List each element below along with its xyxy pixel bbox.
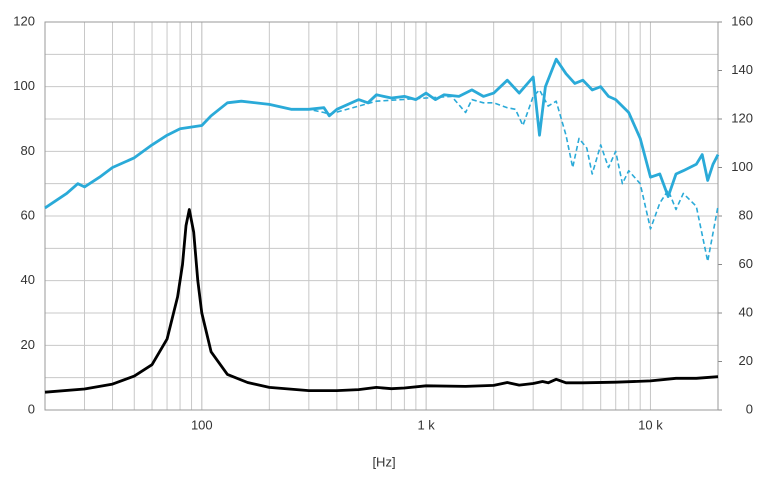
y2-tick-label: 60	[739, 256, 753, 271]
y-tick-label: 120	[13, 13, 35, 28]
series-line	[44, 89, 719, 263]
y2-tick-label: 20	[739, 353, 753, 368]
y-tick-label: 60	[21, 207, 35, 222]
y-tick-label: 40	[21, 272, 35, 287]
series-line	[44, 208, 719, 394]
y2-tick-label: 0	[746, 401, 753, 416]
y2-tick-label: 120	[731, 110, 753, 125]
y2-tick-label: 80	[739, 207, 753, 222]
series-line	[44, 57, 720, 210]
y-tick-label: 80	[21, 143, 35, 158]
y2-tick-label: 100	[731, 159, 753, 174]
x-tick-label: 1 k	[417, 417, 435, 432]
y-tick-label: 20	[21, 337, 35, 352]
plot-frame	[44, 21, 719, 411]
y2-tick-label: 160	[731, 13, 753, 28]
x-axis-label: [Hz]	[372, 454, 395, 469]
y-tick-label: 100	[13, 78, 35, 93]
x-tick-label: 100	[191, 417, 213, 432]
y2-tick-label: 40	[739, 304, 753, 319]
y-tick-label: 0	[28, 401, 35, 416]
y2-tick-label: 140	[731, 62, 753, 77]
x-tick-label: 10 k	[638, 417, 663, 432]
